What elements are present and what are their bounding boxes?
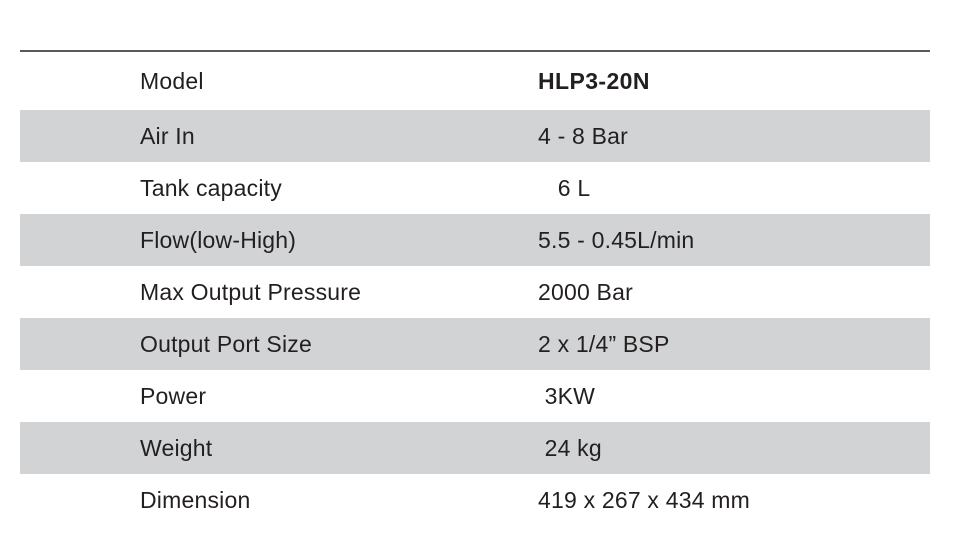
spec-row-dimension: Dimension 419 x 267 x 434 mm	[20, 474, 930, 526]
spec-row-air-in: Air In 4 - 8 Bar	[20, 110, 930, 162]
spec-label: Power	[140, 382, 207, 409]
spec-row-output-port-size: Output Port Size 2 x 1/4” BSP	[20, 318, 930, 370]
spec-row-model: Model HLP3-20N	[20, 52, 930, 110]
spec-value: 2 x 1/4” BSP	[538, 330, 670, 357]
spec-label: Flow(low-High)	[140, 226, 297, 253]
spec-row-tank-capacity: Tank capacity 6 L	[20, 162, 930, 214]
spec-label: Max Output Pressure	[140, 278, 362, 305]
spec-label: Model	[140, 67, 204, 94]
spec-value: 6 L	[538, 174, 591, 201]
spec-label: Dimension	[140, 486, 251, 513]
spec-label: Tank capacity	[140, 174, 282, 201]
spec-value: 5.5 - 0.45L/min	[538, 226, 695, 253]
spec-label: Output Port Size	[140, 330, 312, 357]
spec-value: HLP3-20N	[538, 67, 650, 94]
spec-label: Weight	[140, 434, 213, 461]
spec-table: Model HLP3-20N Air In 4 - 8 Bar Tank cap…	[20, 50, 930, 526]
spec-row-flow: Flow(low-High) 5.5 - 0.45L/min	[20, 214, 930, 266]
spec-row-power: Power 3KW	[20, 370, 930, 422]
spec-value: 3KW	[538, 382, 596, 409]
spec-label: Air In	[140, 122, 195, 149]
spec-value: 24 kg	[538, 434, 602, 461]
spec-row-max-output-pressure: Max Output Pressure 2000 Bar	[20, 266, 930, 318]
spec-value: 2000 Bar	[538, 278, 633, 305]
spec-row-weight: Weight 24 kg	[20, 422, 930, 474]
spec-value: 4 - 8 Bar	[538, 122, 629, 149]
spec-value: 419 x 267 x 434 mm	[538, 486, 750, 513]
